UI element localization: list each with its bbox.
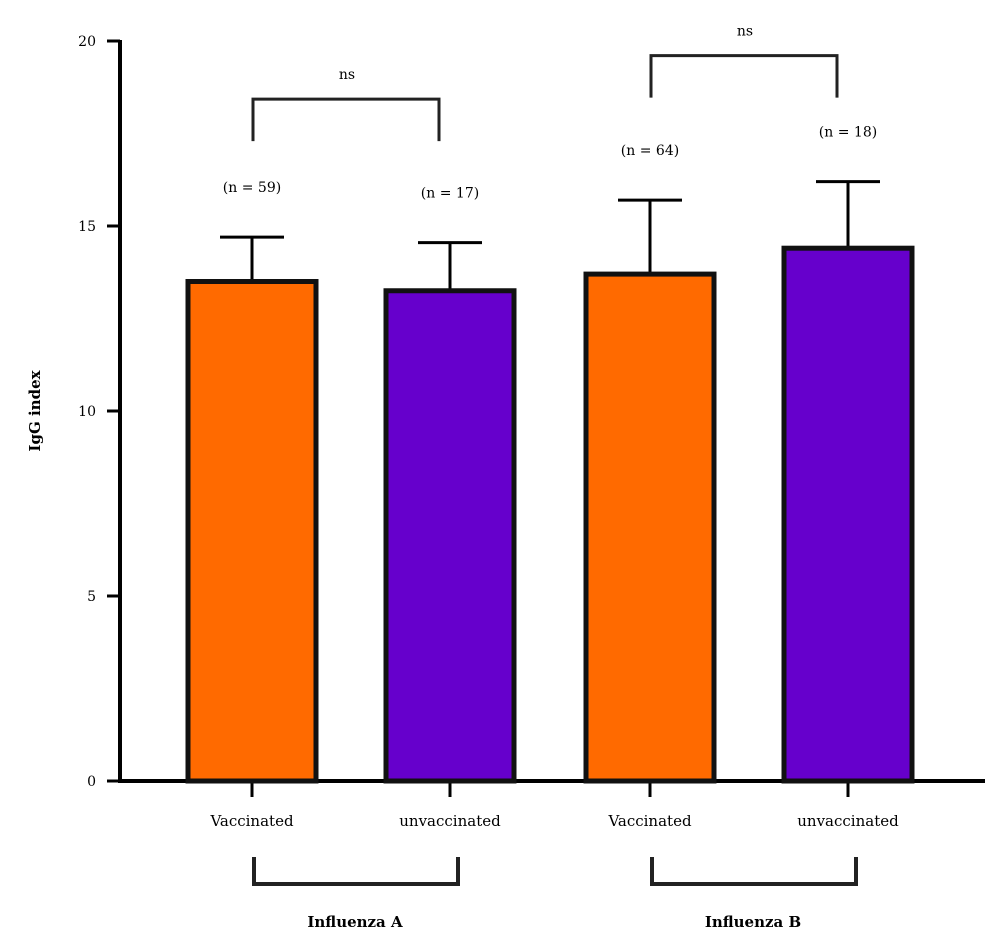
significance-label: ns — [737, 24, 753, 40]
y-tick-label: 15 — [78, 219, 96, 235]
y-tick-label: 5 — [87, 589, 96, 605]
bar — [781, 245, 915, 784]
significance-label: ns — [339, 67, 355, 83]
x-tick-label: Vaccinated — [607, 812, 692, 830]
bar — [383, 288, 517, 784]
bar — [185, 279, 319, 784]
bar — [583, 271, 717, 784]
y-tick-label: 10 — [78, 404, 96, 420]
significance-bracket — [251, 97, 441, 142]
n-label: (n = 18) — [819, 125, 877, 141]
group-bracket — [252, 857, 460, 886]
x-tick-label: Vaccinated — [209, 812, 294, 830]
group-label: Influenza A — [307, 913, 403, 931]
y-tick-label: 0 — [87, 774, 96, 790]
y-tick-label: 20 — [78, 34, 96, 50]
x-tick-label: unvaccinated — [399, 812, 501, 830]
n-label: (n = 59) — [223, 180, 281, 196]
n-label: (n = 17) — [421, 186, 479, 202]
group-label: Influenza B — [705, 913, 801, 931]
n-label: (n = 64) — [621, 143, 679, 159]
x-tick-label: unvaccinated — [797, 812, 899, 830]
significance-bracket — [649, 54, 839, 98]
y-axis-label: IgG index — [26, 369, 44, 451]
group-bracket — [650, 857, 858, 886]
